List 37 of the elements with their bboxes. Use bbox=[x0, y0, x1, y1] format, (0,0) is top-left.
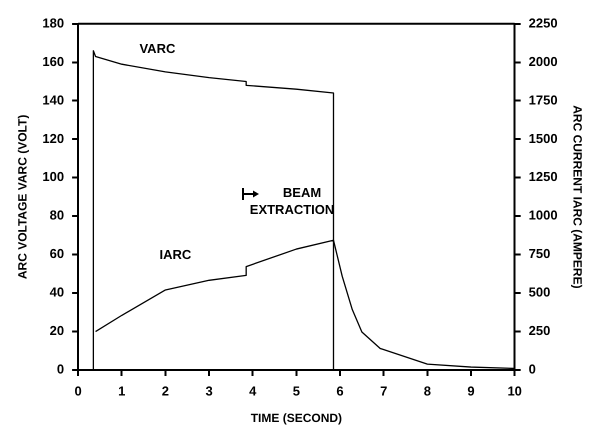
annotation: BEAM EXTRACTION bbox=[250, 185, 334, 218]
y2-tick-label: 1000 bbox=[528, 208, 558, 223]
y-tick-label: 160 bbox=[42, 54, 64, 69]
x-tick-label: 7 bbox=[380, 383, 388, 398]
y-tick-label: 40 bbox=[50, 284, 64, 300]
y2-tick-label: 500 bbox=[528, 284, 550, 300]
y2-tick-label: 2250 bbox=[528, 15, 558, 30]
y-tick-label: 80 bbox=[50, 208, 64, 223]
y2-axis-title: ARC CURRENT IARC (AMPERE) bbox=[570, 105, 584, 289]
series-label: VARC bbox=[139, 40, 176, 56]
y-tick-label: 140 bbox=[42, 92, 64, 108]
y-axis-title: ARC VOLTAGE VARC (VOLT) bbox=[16, 114, 30, 280]
y2-tick-label: 750 bbox=[528, 246, 550, 262]
y-tick-label: 100 bbox=[42, 169, 64, 184]
y2-tick-label: 2000 bbox=[528, 54, 558, 69]
y2-tick-label: 0 bbox=[528, 362, 536, 377]
y2-tick-label: 250 bbox=[528, 323, 550, 338]
x-tick-label: 4 bbox=[249, 383, 258, 398]
y-tick-label: 180 bbox=[42, 15, 64, 30]
series-label: IARC bbox=[160, 247, 192, 262]
x-tick-label: 9 bbox=[467, 383, 475, 398]
y2-tick-label: 1250 bbox=[528, 169, 558, 184]
x-tick-label: 6 bbox=[336, 383, 344, 398]
x-tick-label: 10 bbox=[507, 383, 522, 398]
x-tick-label: 2 bbox=[162, 383, 170, 398]
x-tick-label: 1 bbox=[118, 383, 126, 398]
x-tick-label: 0 bbox=[74, 383, 82, 398]
y-tick-label: 60 bbox=[50, 246, 64, 262]
y-tick-label: 120 bbox=[42, 130, 64, 146]
x-tick-label: 8 bbox=[424, 383, 431, 398]
y2-tick-label: 1750 bbox=[528, 92, 558, 108]
x-axis-title: TIME (SECOND) bbox=[250, 411, 342, 426]
y2-tick-label: 1500 bbox=[528, 130, 558, 146]
y-tick-label: 20 bbox=[50, 323, 64, 338]
y-tick-label: 0 bbox=[56, 362, 64, 377]
x-tick-label: 5 bbox=[292, 383, 300, 398]
x-tick-label: 3 bbox=[205, 383, 213, 398]
